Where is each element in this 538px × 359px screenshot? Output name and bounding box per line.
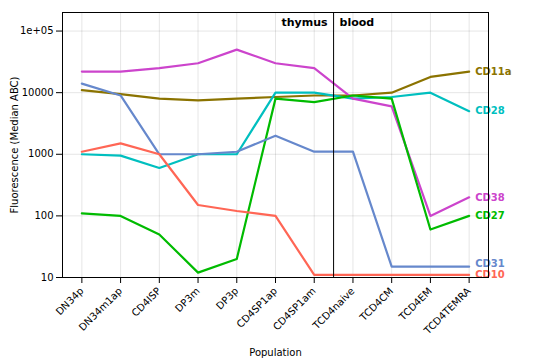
svg-text:blood: blood — [340, 16, 375, 29]
svg-text:DN34m1ap: DN34m1ap — [77, 285, 125, 333]
svg-text:10: 10 — [41, 272, 54, 283]
svg-text:CD4SP1am: CD4SP1am — [271, 285, 318, 332]
svg-text:Population: Population — [249, 347, 302, 358]
svg-text:CD31: CD31 — [475, 258, 505, 269]
svg-text:TCD4TEMRA: TCD4TEMRA — [421, 285, 473, 337]
svg-text:100: 100 — [34, 210, 53, 221]
svg-text:CD28: CD28 — [475, 105, 505, 116]
svg-text:1000: 1000 — [28, 148, 53, 159]
svg-text:CD27: CD27 — [475, 210, 505, 221]
svg-text:CD4ISP: CD4ISP — [129, 285, 162, 318]
svg-text:DN34p: DN34p — [54, 285, 86, 317]
svg-text:DP3p: DP3p — [214, 285, 240, 311]
svg-text:TCD4CM: TCD4CM — [357, 285, 395, 323]
svg-text:thymus: thymus — [281, 16, 328, 29]
svg-text:CD4SP1ap: CD4SP1ap — [234, 285, 280, 330]
svg-text:CD10: CD10 — [475, 269, 505, 280]
svg-text:1e+05: 1e+05 — [20, 25, 54, 36]
svg-text:DP3m: DP3m — [173, 285, 202, 314]
svg-text:Fluorescence (Median ABC): Fluorescence (Median ABC) — [9, 76, 20, 213]
svg-text:CD11a: CD11a — [475, 66, 511, 77]
svg-text:CD38: CD38 — [475, 192, 505, 203]
svg-text:10000: 10000 — [22, 87, 54, 98]
svg-text:TCD4EM: TCD4EM — [396, 285, 434, 323]
svg-text:TCD4naive: TCD4naive — [310, 285, 357, 332]
